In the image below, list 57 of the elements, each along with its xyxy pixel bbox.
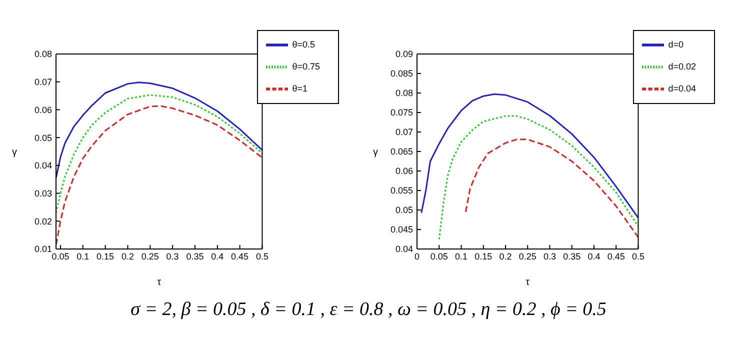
y-tick-label: 0.08 [395, 88, 413, 98]
x-tick-label: 0.4 [588, 251, 600, 262]
y-tick-label: 0.03 [34, 188, 52, 198]
y-axis-title: γ [12, 147, 17, 158]
y-tick-label: 0.04 [395, 244, 413, 254]
x-tick-label: 0.5 [632, 251, 644, 262]
x-tick-label: 0.35 [563, 251, 581, 262]
legend-label: d=0.04 [668, 83, 696, 94]
y-tick-label: 0.04 [34, 160, 52, 171]
legend-label: d=0.02 [668, 61, 696, 72]
legend-label: θ=1 [292, 83, 308, 94]
x-tick-label: 0.1 [454, 251, 468, 262]
line-series [56, 94, 262, 214]
x-tick-label: 0.35 [186, 251, 204, 262]
x-tick-label: 0.1 [76, 251, 90, 262]
y-tick-label: 0.065 [390, 146, 413, 157]
y-tick-label: 0.06 [34, 104, 52, 115]
legend-label: θ=0.5 [292, 39, 315, 50]
line-series [464, 138, 638, 238]
y-tick-label: 0.07 [395, 127, 413, 138]
y-tick-label: 0.085 [390, 68, 413, 79]
x-tick-label: 0.25 [518, 251, 536, 262]
x-axis-title: τ [157, 277, 162, 288]
legend-label: d=0 [668, 39, 684, 50]
x-tick-label: 0 [414, 251, 420, 262]
y-tick-label: 0.07 [34, 77, 52, 88]
x-tick-label: 0.3 [166, 251, 179, 262]
x-tick-label: 0.45 [231, 251, 249, 262]
y-tick-label: 0.05 [395, 205, 413, 216]
y-tick-label: 0.01 [34, 244, 52, 254]
y-tick-label: 0.055 [390, 186, 413, 196]
y-tick-label: 0.02 [34, 216, 52, 226]
y-tick-label: 0.045 [390, 224, 413, 235]
x-axis-title: τ [526, 277, 530, 288]
legend-label: θ=0.75 [292, 61, 320, 72]
x-tick-label: 0.2 [121, 251, 134, 262]
y-tick-label: 0.075 [390, 108, 413, 118]
x-tick-label: 0.05 [52, 251, 70, 262]
x-tick-label: 0.5 [256, 251, 268, 262]
line-series [56, 82, 262, 179]
text: σ = 2, β = 0.05 , δ = 0.1 , ε = 0.8 , ω = 0.05 , η = 0.2 , ϕ = 0.5 [130, 299, 608, 321]
x-tick-label: 0.25 [141, 251, 159, 262]
x-tick-label: 0.15 [96, 251, 114, 262]
y-tick-label: 0.06 [395, 166, 413, 176]
y-axis-title: γ [373, 147, 378, 158]
x-tick-label: 0.2 [499, 251, 512, 262]
x-tick-label: 0.05 [430, 251, 448, 262]
x-tick-label: 0.45 [607, 251, 625, 262]
y-tick-label: 0.08 [34, 49, 52, 60]
y-tick-label: 0.09 [395, 49, 413, 60]
line-series [438, 115, 638, 240]
line-series [56, 105, 262, 246]
x-tick-label: 0.15 [474, 251, 492, 262]
x-tick-label: 0.3 [543, 251, 556, 262]
line-series [420, 93, 638, 219]
y-tick-label: 0.05 [34, 132, 52, 143]
x-tick-label: 0.4 [211, 251, 224, 262]
